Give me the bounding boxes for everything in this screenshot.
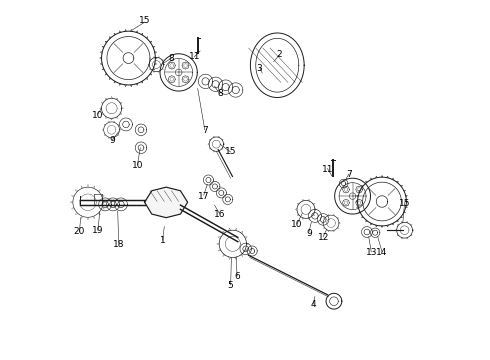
- Text: 8: 8: [169, 54, 174, 63]
- Text: 10: 10: [291, 220, 303, 229]
- Text: 19: 19: [92, 226, 104, 235]
- Text: 15: 15: [399, 199, 410, 208]
- Text: 1: 1: [160, 237, 166, 246]
- Text: 6: 6: [234, 272, 240, 281]
- Text: 7: 7: [346, 170, 352, 179]
- Text: 10: 10: [92, 111, 103, 120]
- Text: 9: 9: [306, 229, 312, 238]
- Text: 13: 13: [366, 248, 377, 257]
- Text: 14: 14: [376, 248, 388, 257]
- Text: 16: 16: [214, 210, 226, 219]
- Text: 11: 11: [189, 52, 200, 61]
- Text: 12: 12: [318, 233, 329, 242]
- Text: 18: 18: [113, 240, 124, 249]
- Text: 10: 10: [132, 161, 143, 170]
- Text: 7: 7: [203, 126, 208, 135]
- Polygon shape: [145, 187, 188, 218]
- Text: 4: 4: [310, 300, 316, 309]
- Text: 5: 5: [228, 281, 234, 290]
- Text: 15: 15: [225, 147, 236, 156]
- Text: 20: 20: [74, 228, 85, 237]
- Text: 17: 17: [198, 192, 210, 201]
- Text: 2: 2: [276, 50, 282, 59]
- Text: 9: 9: [109, 136, 115, 145]
- Text: 11: 11: [322, 165, 333, 174]
- Text: 15: 15: [139, 16, 150, 25]
- Text: 8: 8: [217, 89, 223, 98]
- Text: 3: 3: [256, 64, 262, 73]
